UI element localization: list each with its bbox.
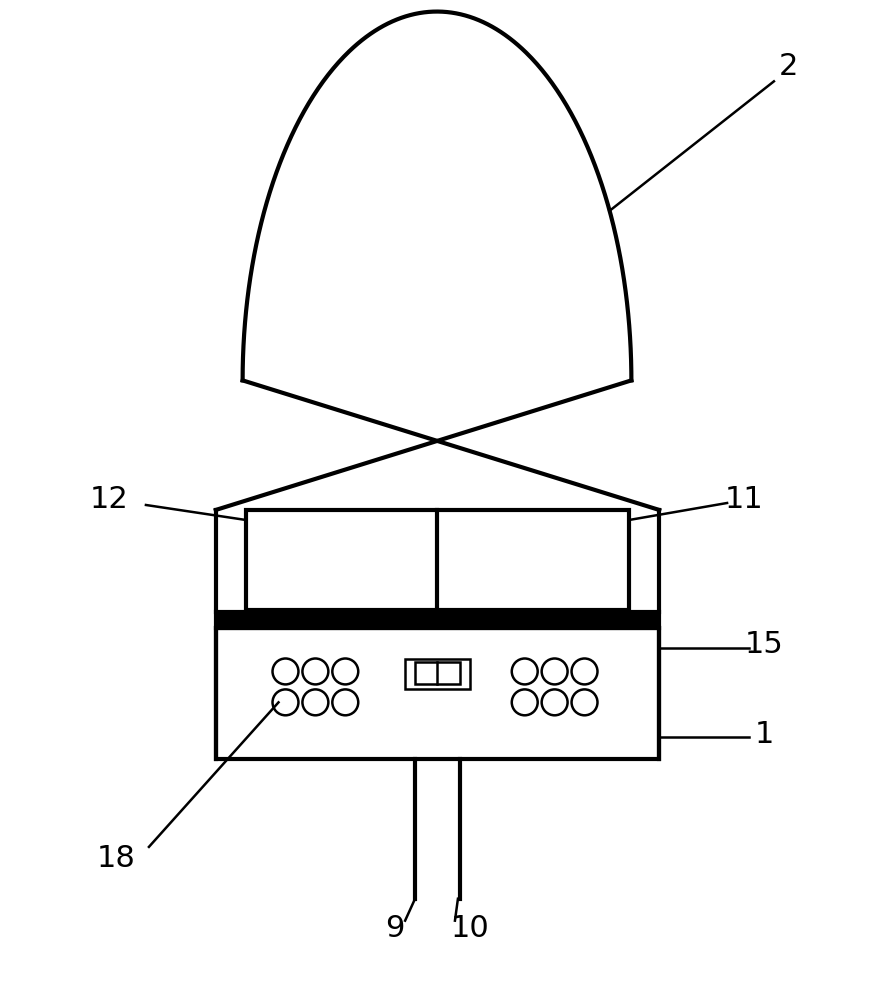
Bar (246, 510, 629, 610)
Text: 9: 9 (385, 914, 405, 943)
Bar (415, 662, 460, 684)
Text: 1: 1 (754, 720, 773, 749)
Bar (406, 659, 470, 689)
Bar (216, 628, 659, 759)
Text: 10: 10 (450, 914, 489, 943)
Text: 18: 18 (97, 844, 135, 873)
Text: 15: 15 (745, 630, 783, 659)
Text: 12: 12 (90, 486, 128, 514)
Text: 11: 11 (725, 486, 763, 514)
Bar (216, 612, 659, 628)
Text: 2: 2 (780, 52, 799, 81)
